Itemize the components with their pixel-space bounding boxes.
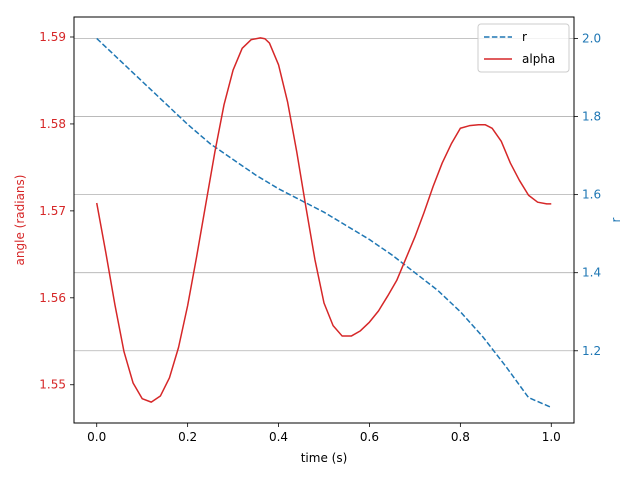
x-tick-label-5: 1.0 (542, 430, 561, 444)
right-tick-label-2: 1.6 (582, 188, 601, 202)
x-tick-label-0: 0.0 (87, 430, 106, 444)
x-tick-label-3: 0.6 (360, 430, 379, 444)
right-tick-label-4: 2.0 (582, 31, 601, 45)
x-tick-label-2: 0.4 (269, 430, 288, 444)
legend-label-r: r (522, 30, 527, 44)
series-line-r (96, 37, 552, 409)
series-line-alpha (95, 37, 552, 403)
legend: r alpha (477, 23, 570, 73)
right-tick-label-1: 1.4 (582, 266, 601, 280)
series-lines (95, 37, 552, 409)
plot-frame (73, 16, 575, 424)
x-tick-label-4: 0.8 (451, 430, 470, 444)
right-tick-label-0: 1.2 (582, 344, 601, 358)
left-tick-label-3: 1.58 (39, 117, 66, 131)
right-tick-label-3: 1.8 (582, 110, 601, 124)
left-y-axis-label: angle (radians) (13, 175, 27, 266)
left-y-axis: 1.55 1.56 1.57 1.58 1.59 (39, 30, 74, 392)
x-tick-label-1: 0.2 (178, 430, 197, 444)
grid-lines (74, 38, 574, 352)
left-tick-label-2: 1.57 (39, 204, 66, 218)
left-tick-label-0: 1.55 (39, 378, 66, 392)
right-y-axis-label: r (609, 217, 623, 222)
left-tick-label-4: 1.59 (39, 30, 66, 44)
right-y-axis: 1.2 1.4 1.6 1.8 2.0 (574, 31, 601, 358)
left-tick-label-1: 1.56 (39, 291, 66, 305)
x-axis: 0.0 0.2 0.4 0.6 0.8 1.0 (87, 423, 561, 444)
x-axis-label: time (s) (301, 451, 348, 465)
legend-box (477, 23, 570, 73)
legend-label-alpha: alpha (522, 52, 555, 66)
